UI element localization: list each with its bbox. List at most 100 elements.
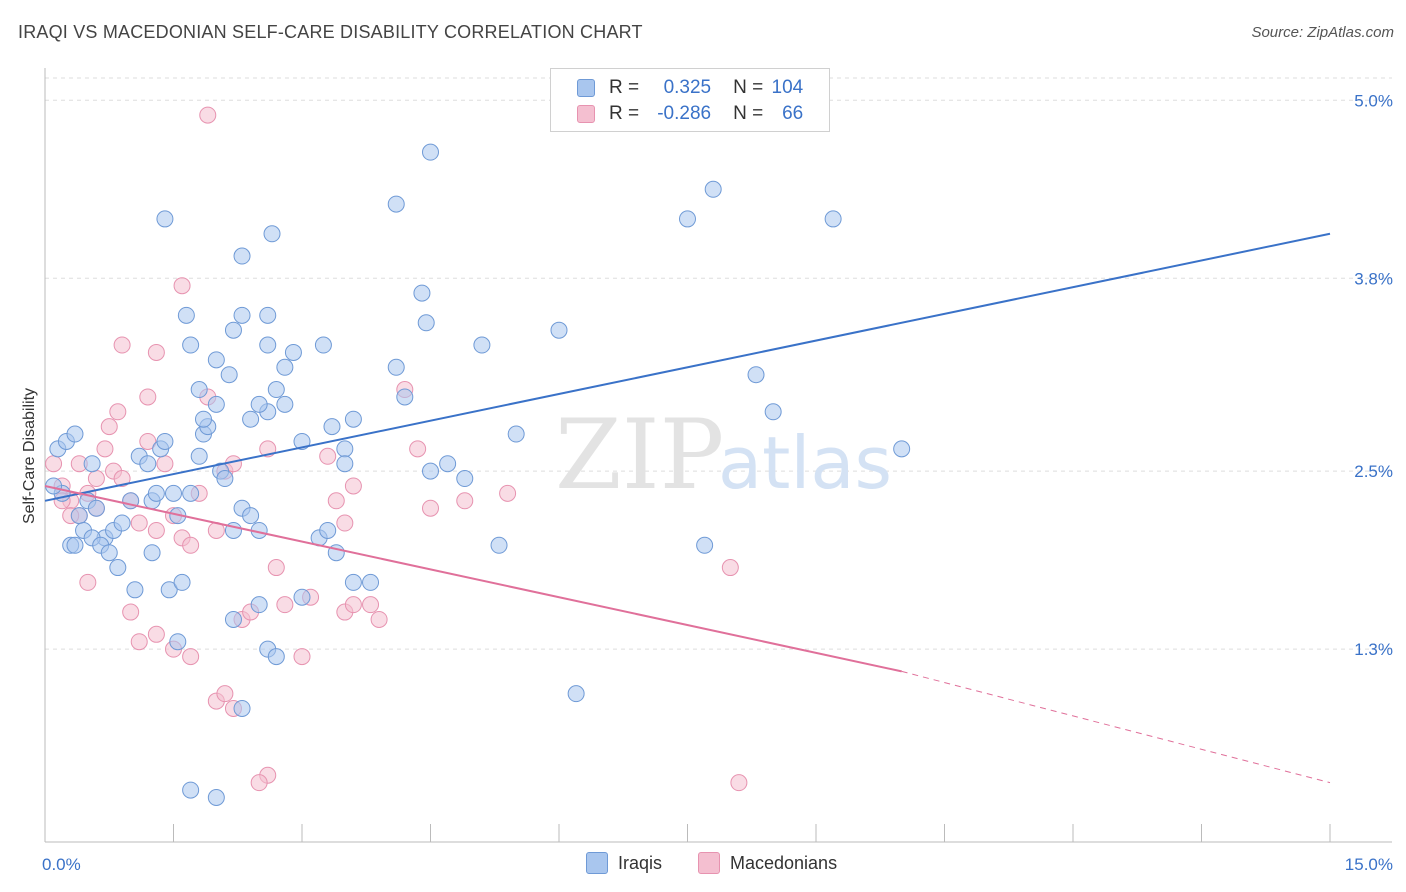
iraqis-point — [207, 395, 225, 413]
macedonians-trend-line — [44, 484, 902, 673]
iraqis-point — [696, 536, 714, 554]
macedonians-point — [96, 440, 114, 458]
macedonians-point — [730, 774, 748, 792]
macedonians-trend-extension — [901, 670, 1331, 784]
macedonians-point — [139, 388, 157, 406]
legend-swatch-iraqis — [577, 79, 595, 97]
y-tick-label: 3.8% — [1354, 269, 1393, 288]
iraqis-point — [567, 685, 585, 703]
iraqis-point — [224, 610, 242, 628]
iraqis-point — [250, 596, 268, 614]
x-tick-label: 0.0% — [42, 855, 81, 874]
macedonians-point — [250, 774, 268, 792]
iraqis-point — [66, 425, 84, 443]
macedonians-point — [293, 648, 311, 666]
iraqis-points — [45, 143, 911, 806]
macedonians-point — [344, 477, 362, 495]
y-axis-label: Self-Care Disability — [21, 388, 38, 524]
iraqis-point — [439, 455, 457, 473]
iraqis-point — [314, 336, 332, 354]
iraqis-point — [764, 403, 782, 421]
watermark: ZIP atlas — [555, 399, 892, 511]
iraqis-point — [224, 321, 242, 339]
iraqis-point — [182, 781, 200, 799]
iraqis-point — [143, 544, 161, 562]
iraqis-point — [276, 358, 294, 376]
iraqis-point — [216, 470, 234, 488]
legend-n-label: N = — [733, 103, 764, 124]
iraqis-point — [259, 306, 277, 324]
iraqis-point — [190, 381, 208, 399]
iraqis-point — [387, 195, 405, 213]
gridlines — [45, 77, 1392, 650]
macedonians-point — [147, 625, 165, 643]
bottom-legend-label-iraqis: Iraqis — [618, 852, 663, 873]
iraqis-point — [109, 559, 127, 577]
iraqis-point — [70, 507, 88, 525]
iraqis-point — [220, 366, 238, 384]
iraqis-point — [344, 410, 362, 428]
y-tick-label: 1.3% — [1354, 640, 1393, 659]
macedonians-point — [499, 484, 517, 502]
macedonians-point — [370, 610, 388, 628]
iraqis-point — [177, 306, 195, 324]
iraqis-point — [704, 180, 722, 198]
iraqis-point — [824, 210, 842, 228]
iraqis-point — [679, 210, 696, 228]
iraqis-point — [156, 432, 174, 450]
macedonians-point — [422, 499, 439, 517]
iraqis-point — [250, 395, 268, 413]
macedonians-point — [156, 455, 174, 473]
legend-r-value: 0.325 — [663, 77, 712, 98]
iraqis-point — [473, 336, 491, 354]
iraqis-point — [336, 440, 354, 458]
iraqis-point — [139, 455, 157, 473]
iraqis-point — [344, 573, 362, 591]
iraqis-point — [422, 462, 439, 480]
macedonians-point — [173, 277, 191, 295]
macedonians-point — [122, 603, 140, 621]
iraqis-point — [507, 425, 525, 443]
legend-r-label: R = — [609, 77, 640, 98]
iraqis-point — [233, 247, 251, 265]
legend-swatch-macedonians — [577, 105, 595, 123]
macedonians-point — [182, 648, 200, 666]
iraqis-point — [336, 455, 354, 473]
iraqis-point — [747, 366, 765, 384]
macedonians-point — [276, 596, 294, 614]
legend-r-value: -0.286 — [657, 103, 712, 124]
bottom-legend-label-macedonians: Macedonians — [730, 852, 838, 873]
macedonians-point — [87, 470, 105, 488]
iraqis-point — [323, 418, 341, 436]
legend-n-value: 104 — [771, 77, 804, 98]
macedonians-point — [139, 432, 157, 450]
bottom-legend-macedonians: Macedonians — [698, 852, 837, 874]
iraqis-point — [267, 381, 285, 399]
iraqis-point — [165, 484, 182, 502]
iraqis-point — [160, 581, 178, 599]
macedonians-point — [109, 403, 127, 421]
iraqis-point — [182, 484, 200, 502]
iraqis-point — [126, 581, 144, 599]
iraqis-point — [113, 514, 131, 532]
iraqis-point — [182, 336, 200, 354]
iraqis-point — [413, 284, 431, 302]
iraqis-point — [242, 507, 260, 525]
macedonians-point — [199, 106, 217, 124]
bottom-legend-iraqis: Iraqis — [586, 852, 662, 874]
iraqis-point — [267, 648, 285, 666]
macedonians-point — [130, 633, 148, 651]
macedonians-point — [721, 559, 739, 577]
macedonians-point — [362, 596, 380, 614]
iraqis-point — [83, 455, 101, 473]
correlation-legend: R = 0.325 N = 104 R = -0.286 N = 66 — [550, 68, 830, 132]
iraqis-point — [550, 321, 568, 339]
chart-source: Source: ZipAtlas.com — [1251, 24, 1394, 41]
legend-n-value: 66 — [782, 103, 804, 124]
iraqis-point — [263, 225, 281, 243]
y-tick-label: 2.5% — [1354, 462, 1393, 481]
macedonians-point — [100, 418, 118, 436]
iraqis-point — [194, 410, 212, 428]
macedonians-point — [113, 470, 131, 488]
